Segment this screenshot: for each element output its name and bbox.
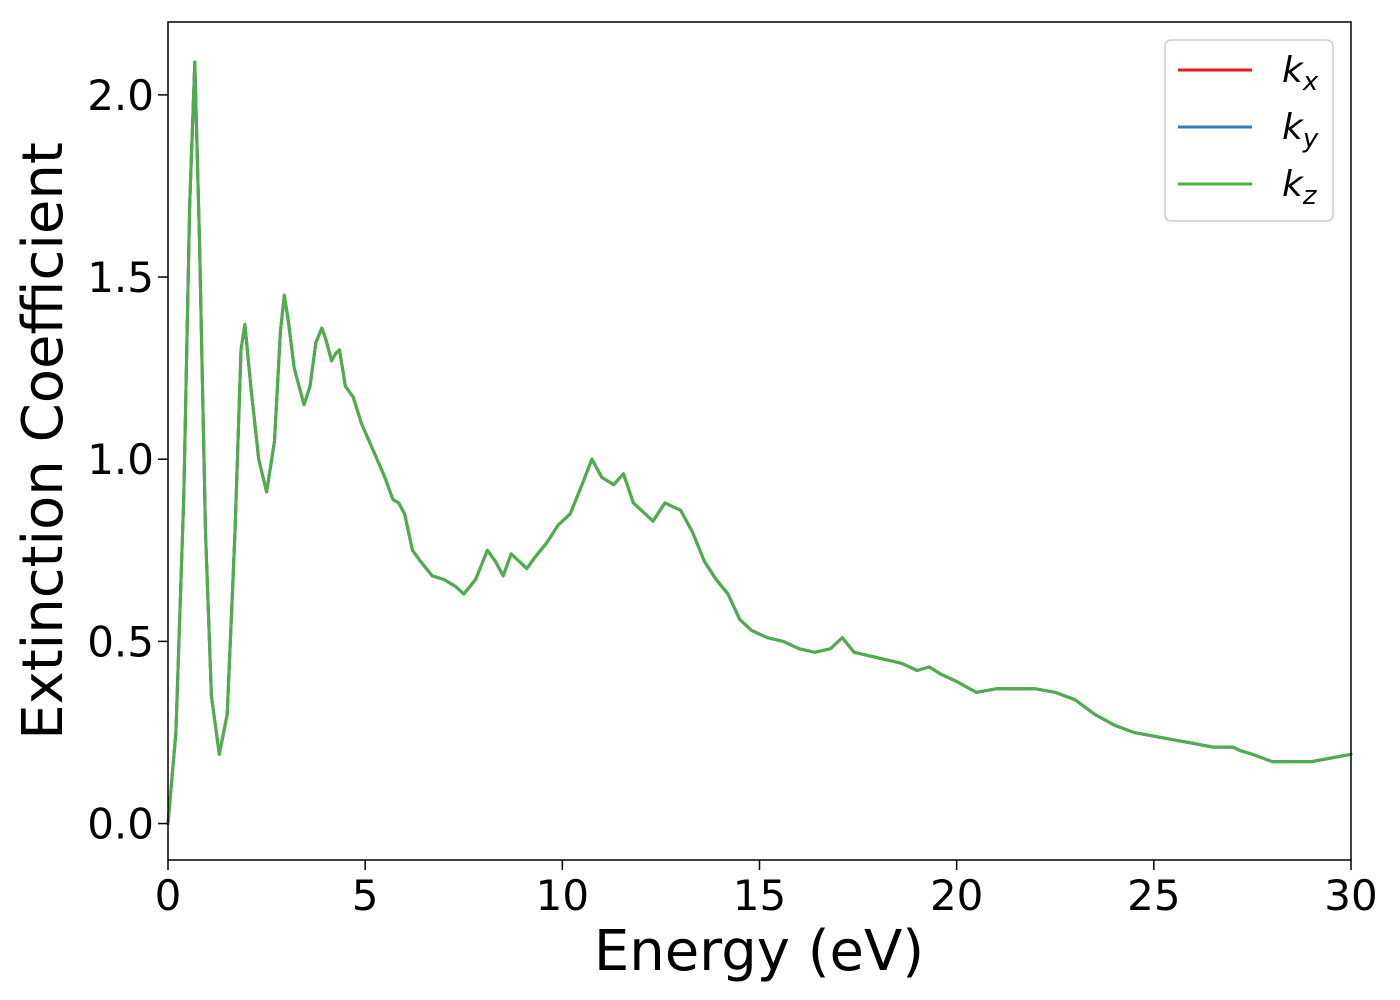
legend: kx ky kz: [1164, 39, 1334, 222]
legend-label-kz: kz: [1282, 164, 1318, 211]
y-tick-label: 0.5: [87, 617, 154, 666]
legend-label-ky: ky: [1282, 107, 1319, 154]
plot-lines: [166, 60, 1353, 826]
x-tick-label: 15: [733, 871, 786, 920]
x-tick-label: 20: [930, 871, 983, 920]
y-tick-label: 1.5: [87, 253, 154, 302]
y-tick-label: 0.0: [87, 800, 154, 849]
y-tick-label: 1.0: [87, 435, 154, 484]
y-axis-label: Extinction Coefficient: [11, 142, 76, 740]
x-tick-label: 0: [155, 871, 182, 920]
legend-box: [1164, 39, 1334, 222]
x-tick-label: 5: [352, 871, 379, 920]
x-axis-ticks: 0 5 10 15 20 25 30: [155, 860, 1378, 920]
legend-label-kx: kx: [1282, 50, 1319, 97]
x-tick-label: 25: [1127, 871, 1180, 920]
series-line-k-z: [166, 60, 1353, 826]
y-axis-ticks: 0.0 0.5 1.0 1.5 2.0: [87, 71, 168, 849]
y-tick-label: 2.0: [87, 71, 154, 120]
x-axis-label: Energy (eV): [594, 919, 924, 984]
x-tick-label: 30: [1324, 871, 1377, 920]
x-tick-label: 10: [536, 871, 589, 920]
